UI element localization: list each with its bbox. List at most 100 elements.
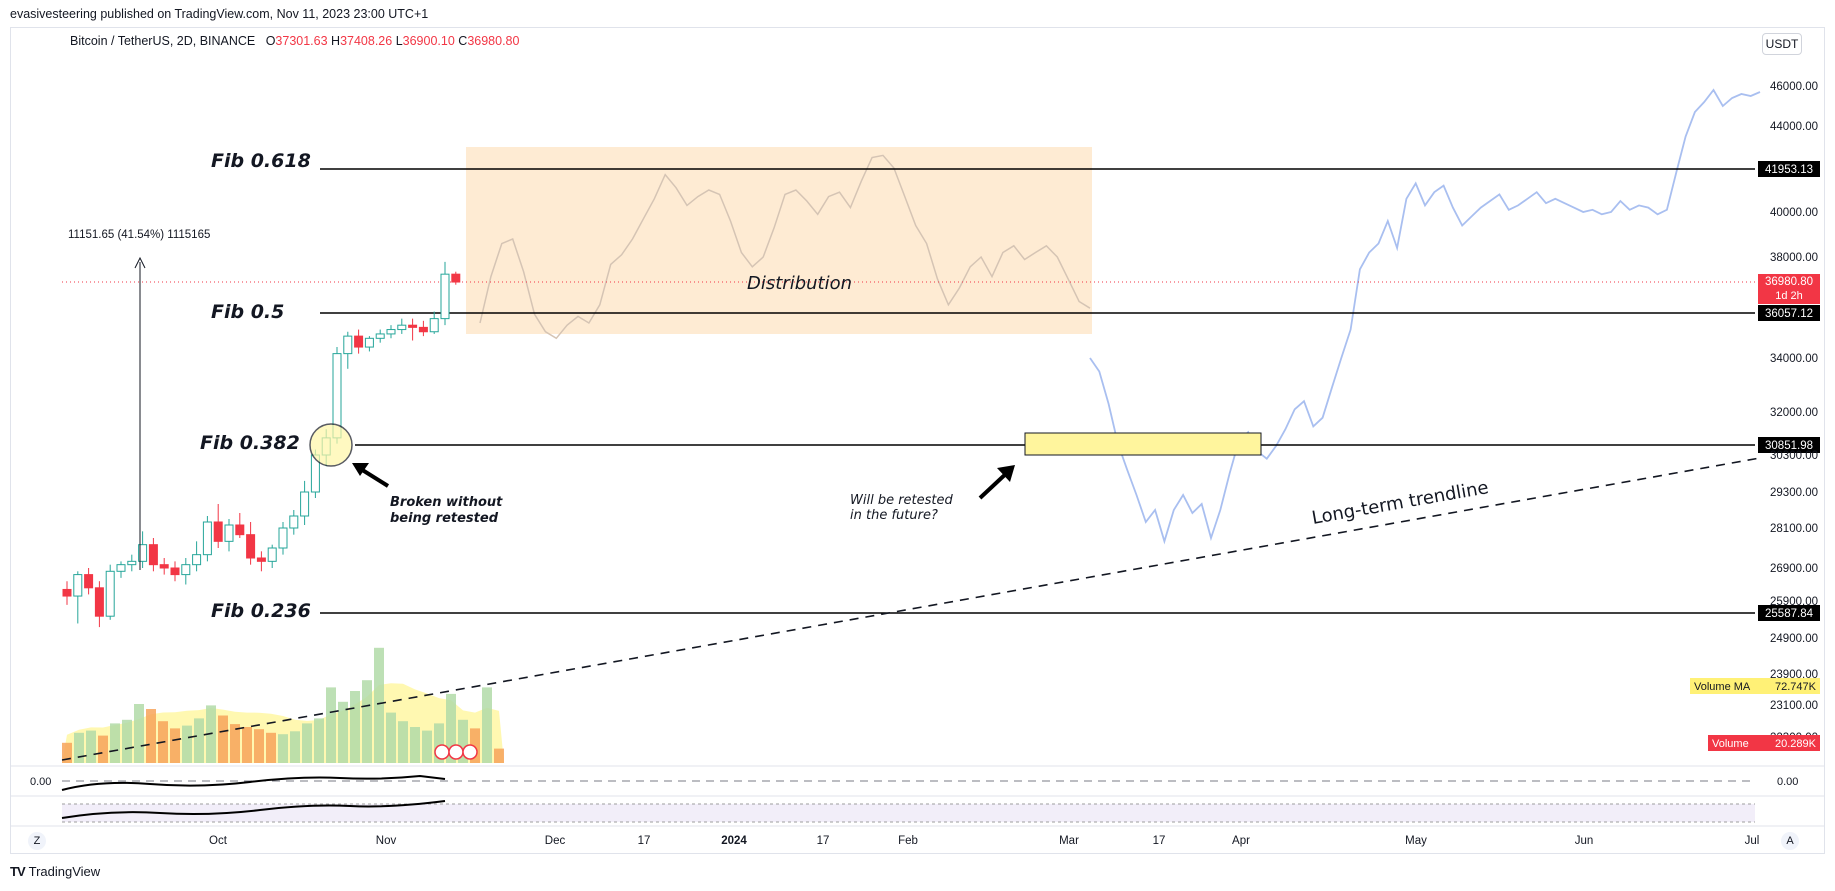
fib-price-tag-text: 36057.12: [1765, 308, 1813, 320]
time-axis-tick: 17: [638, 835, 651, 847]
time-axis-tick: May: [1405, 835, 1427, 847]
volume-bar: [458, 719, 468, 763]
candle-body: [256, 557, 266, 562]
price-axis-tick: 30300.00: [1770, 450, 1818, 462]
close-label: C: [458, 34, 468, 48]
volume-bar: [230, 724, 240, 763]
fib-price-tag: [1758, 605, 1820, 621]
oscillator-line: [61, 774, 446, 791]
volume-bar: [410, 727, 420, 763]
currency-selector[interactable]: USDT: [1762, 33, 1802, 55]
symbol-legend[interactable]: Bitcoin / TetherUS, 2D, BINANCE O37301.6…: [70, 34, 519, 48]
retest-zone: [1024, 432, 1262, 456]
candle-body: [429, 318, 439, 333]
oscillator-zero-right: 0.00: [1777, 776, 1798, 788]
volume-bar: [242, 727, 252, 763]
volume-bar: [86, 730, 96, 763]
trendline-label: Long-term trendline: [1310, 477, 1490, 529]
candle-body: [343, 335, 353, 355]
time-axis-tick: 17: [817, 835, 830, 847]
time-axis-tick: Oct: [209, 835, 228, 847]
candle-body: [84, 574, 94, 589]
volume-bar: [386, 712, 396, 763]
candle-body: [354, 335, 364, 348]
candle-body: [451, 273, 461, 283]
event-flag-icon: [462, 744, 478, 760]
price-axis-tick: 38000.00: [1770, 252, 1818, 264]
candle-body: [62, 588, 72, 597]
volume-bar: [314, 718, 324, 763]
tradingview-logo-icon: TV: [10, 864, 26, 879]
open-label: O: [265, 34, 276, 48]
auto-scale-a-button[interactable]: A: [1781, 832, 1799, 850]
candle-body: [202, 521, 212, 556]
volume-bar: [494, 748, 504, 763]
oscillator-zero-left: 0.00: [30, 776, 51, 788]
time-axis-tick: 17: [1153, 835, 1166, 847]
volume-tag-label: Volume: [1712, 738, 1749, 750]
symbol-name: Bitcoin / TetherUS, 2D, BINANCE: [70, 34, 256, 48]
price-axis-tick: 46000.00: [1770, 81, 1818, 93]
fib-price-tag: [1758, 305, 1820, 321]
time-axis-tick: 2024: [721, 835, 747, 847]
volume-bar: [434, 723, 444, 763]
chart-frame: [10, 27, 1825, 854]
fib-price-tag-text: 41953.13: [1765, 164, 1813, 176]
fib-price-tag: [1758, 161, 1820, 177]
price-axis-tick: 29300.00: [1770, 487, 1818, 499]
fib-price-tag-text: 30851.98: [1765, 440, 1813, 452]
volume-bar: [302, 723, 312, 763]
time-axis-tick: Feb: [898, 835, 918, 847]
volume-bar: [122, 719, 132, 763]
price-axis-tick: 28100.00: [1770, 523, 1818, 535]
time-axis-tick: Jul: [1745, 835, 1760, 847]
measure-arrow-head-icon: [134, 256, 146, 269]
auto-scale-z-button[interactable]: Z: [28, 832, 46, 850]
oscillator-band: [62, 804, 1755, 822]
distribution-zone: [466, 147, 1092, 334]
volume-bar: [338, 701, 348, 763]
candle-body: [267, 547, 277, 562]
volume-bar: [146, 709, 156, 763]
candle-body: [375, 333, 385, 339]
candle-body: [386, 329, 396, 335]
open-value: 37301.63: [275, 34, 328, 48]
candle-body: [418, 326, 428, 333]
fib-price-tag: [1758, 437, 1820, 453]
price-axis-tick: 25900.00: [1770, 596, 1818, 608]
low-label: L: [395, 34, 403, 48]
publisher-banner: evasivesteering published on TradingView…: [10, 7, 429, 21]
fib-level-label: Fib 0.5: [211, 301, 284, 323]
countdown-text: 1d 2h: [1775, 290, 1803, 302]
volume-bar: [362, 680, 372, 763]
fib-level-label: Fib 0.236: [211, 600, 311, 622]
tradingview-brand: TV TradingView: [10, 864, 100, 879]
volume-bar: [254, 729, 264, 763]
candle-body: [224, 524, 234, 542]
fib-price-tag-text: 25587.84: [1765, 608, 1814, 620]
retest-annotation-line2: in the future?: [850, 508, 938, 523]
volume-bar: [326, 687, 336, 763]
low-value: 36900.10: [402, 34, 455, 48]
candle-body: [278, 527, 288, 549]
candle-body: [73, 574, 83, 597]
candle-body: [105, 570, 115, 617]
volume-bar: [74, 732, 84, 763]
price-axis-tick: 26900.00: [1770, 563, 1818, 575]
price-axis-tick: 24900.00: [1770, 633, 1818, 645]
candle-body: [148, 544, 158, 566]
candle-body: [170, 567, 180, 576]
candle-body: [289, 515, 299, 529]
candle-body: [440, 273, 450, 320]
event-flag-icon: [448, 744, 464, 760]
candle-body: [408, 324, 418, 328]
volume-bar: [374, 647, 384, 763]
measure-label: 11151.65 (41.54%) 1115165: [68, 229, 210, 241]
candle-body: [94, 587, 104, 617]
high-value: 37408.26: [340, 34, 393, 48]
forecast-projection-path: [1089, 88, 1761, 545]
price-axis-tick: 23100.00: [1770, 700, 1818, 712]
volume-bar: [422, 730, 432, 763]
candle-body: [138, 544, 148, 562]
